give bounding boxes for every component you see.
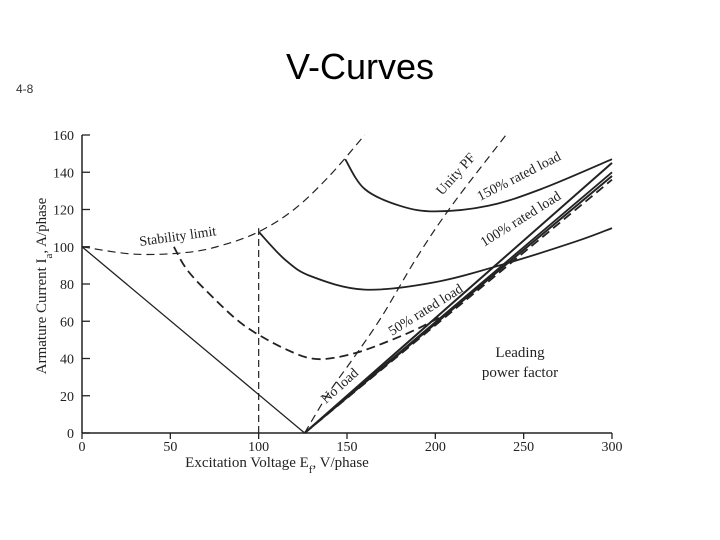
x-tick-label: 300	[602, 440, 623, 455]
x-tick-label: 0	[79, 440, 86, 455]
x-axis-title: Excitation Voltage Ef, V/phase	[185, 455, 369, 476]
annotation-leading-pf: power factor	[482, 365, 558, 381]
y-tick-label: 0	[67, 427, 74, 442]
load-100-curve	[258, 227, 613, 291]
y-tick-label: 140	[53, 166, 74, 181]
label-unity-pf: Unity PF	[434, 151, 479, 199]
y-tick-label: 20	[60, 390, 74, 405]
load-100-linear	[304, 171, 613, 434]
corner-mark: 4-8	[16, 82, 34, 96]
y-tick-label: 120	[53, 204, 74, 219]
stability-limit-curve	[81, 134, 366, 256]
load-50-curve	[173, 246, 454, 361]
load-50-linear	[304, 179, 613, 434]
label-stability-limit: Stability limit	[138, 224, 217, 250]
chart-curves	[81, 134, 613, 434]
y-tick-label: 80	[60, 278, 74, 293]
chart-axes: 0 50 100 150 200 250 300 0 20 40 60 80 100 120 140 160 E…	[34, 129, 623, 476]
y-tick-label: 60	[60, 315, 74, 330]
x-tick-label: 50	[163, 440, 177, 455]
load-150-linear	[303, 162, 613, 434]
annotation-leading-pf: Leading	[495, 345, 545, 361]
x-tick-label: 200	[425, 440, 446, 455]
unity-pf-curve	[304, 134, 507, 434]
y-tick-label: 160	[53, 129, 74, 144]
x-tick-label: 150	[337, 440, 358, 455]
load-150-curve	[344, 158, 613, 213]
x-tick-label: 250	[513, 440, 534, 455]
no-load-left-line	[81, 246, 306, 434]
y-tick-label: 40	[60, 353, 74, 368]
slide-title: V-Curves	[285, 46, 435, 87]
y-tick-label: 100	[53, 241, 74, 256]
x-tick-label: 100	[248, 440, 269, 455]
y-axis-title: Armature Current Ia, A/phase	[34, 197, 55, 374]
